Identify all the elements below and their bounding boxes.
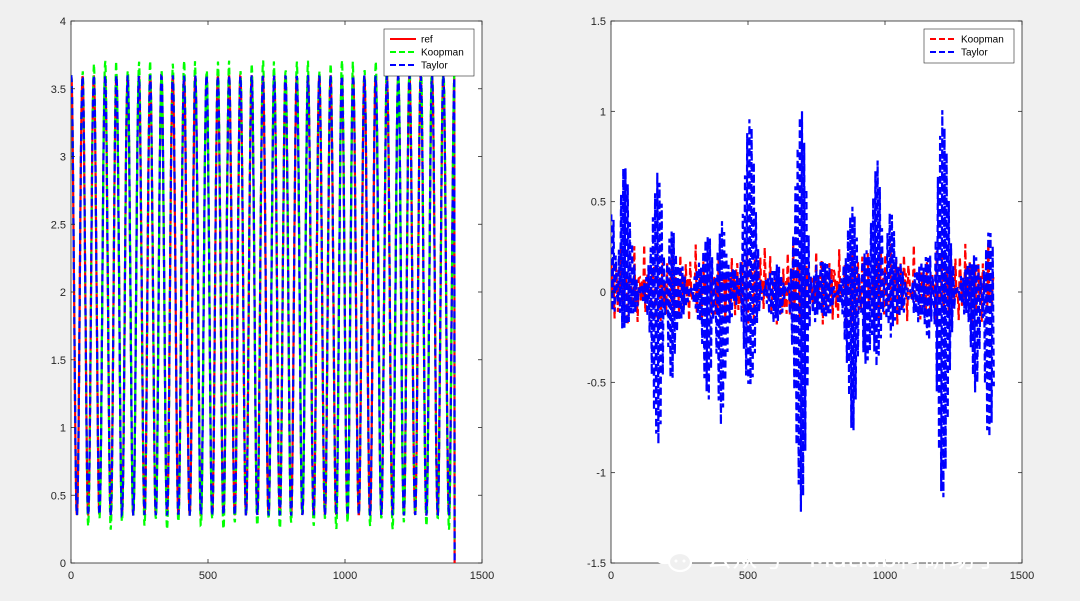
x-tick-label: 0 — [608, 570, 614, 582]
left-legend: ref Koopman Taylor — [383, 28, 475, 77]
left-ticks: 0 500 1000 1500 0 0.5 1 1.5 2 2.5 3 3.5 4 — [51, 16, 495, 582]
x-tick-label: 0 — [68, 570, 74, 582]
x-tick-label: 1000 — [873, 570, 897, 582]
x-tick-label: 500 — [199, 570, 217, 582]
legend-entry: Taylor — [961, 48, 988, 59]
y-tick-label: 0 — [60, 558, 66, 570]
y-tick-label: 0 — [600, 287, 606, 299]
y-tick-label: 3 — [60, 152, 66, 164]
y-tick-label: -0.5 — [587, 377, 606, 389]
legend-entry: Taylor — [421, 61, 448, 72]
legend-entry: Koopman — [421, 48, 464, 59]
wechat-icon — [650, 539, 693, 573]
right-legend: Koopman Taylor — [923, 28, 1015, 64]
y-tick-label: 1 — [60, 423, 66, 435]
y-tick-label: 1 — [600, 106, 606, 118]
y-tick-label: 0.5 — [591, 197, 606, 209]
right-series-layer — [611, 110, 995, 512]
watermark-text: 公众号 · Matlab科研助手 — [706, 544, 1001, 574]
y-tick-label: 1.5 — [591, 16, 606, 28]
y-tick-label: -1.5 — [587, 558, 606, 570]
y-tick-label: 4 — [60, 16, 66, 28]
x-tick-label: 1000 — [333, 570, 357, 582]
left-series-layer — [71, 60, 456, 563]
watermark: 公众号 · Matlab科研助手 — [650, 539, 1001, 574]
legend-box — [923, 28, 1015, 64]
right-axes: 0 500 1000 1500 -1.5 -1 -0.5 0 0.5 1 1.5 Koopman Ta… — [587, 16, 1034, 582]
series-line-taylor — [71, 73, 456, 563]
series-line-taylor — [611, 110, 995, 512]
x-tick-label: 1500 — [1010, 570, 1034, 582]
y-tick-label: 2 — [60, 287, 66, 299]
legend-entry: Koopman — [961, 35, 1004, 46]
x-tick-label: 1500 — [470, 570, 494, 582]
y-tick-label: 0.5 — [51, 490, 66, 502]
y-tick-label: -1 — [596, 468, 606, 480]
y-tick-label: 3.5 — [51, 84, 66, 96]
y-tick-label: 2.5 — [51, 219, 66, 231]
x-tick-label: 500 — [739, 570, 757, 582]
right-ticks: 0 500 1000 1500 -1.5 -1 -0.5 0 0.5 1 1.5 — [587, 16, 1034, 582]
left-axes: 0 500 1000 1500 0 0.5 1 1.5 2 2.5 3 3.5 4 ref Koopman… — [51, 16, 495, 582]
y-tick-label: 1.5 — [51, 355, 66, 367]
legend-entry: ref — [421, 35, 433, 46]
